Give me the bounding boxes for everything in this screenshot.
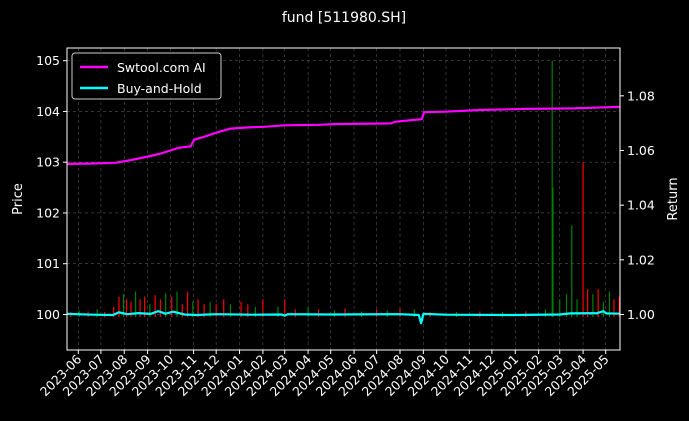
volume-bar bbox=[576, 299, 578, 318]
volume-bar bbox=[284, 299, 286, 318]
volume-bar bbox=[608, 291, 611, 318]
volume-bar bbox=[544, 309, 547, 318]
volume-bar bbox=[262, 299, 264, 318]
left-tick-label: 101 bbox=[36, 256, 60, 271]
series-line-bh bbox=[66, 310, 621, 325]
legend-label-ai: Swtool.com AI bbox=[117, 60, 206, 75]
volume-bar bbox=[318, 309, 320, 318]
series-lines bbox=[66, 105, 621, 325]
volume-bar bbox=[399, 308, 401, 318]
volume-bar bbox=[587, 289, 589, 318]
left-tick-label: 105 bbox=[36, 53, 60, 68]
volume-bar bbox=[229, 304, 232, 318]
volume-bar bbox=[602, 301, 605, 318]
volume-bar bbox=[582, 162, 584, 318]
volume-bar bbox=[197, 299, 199, 318]
right-tick-label: 1.02 bbox=[627, 252, 655, 267]
volume-bar bbox=[192, 301, 194, 318]
volume-bar bbox=[240, 301, 242, 318]
left-tick-label: 104 bbox=[36, 104, 60, 119]
volume-bar bbox=[307, 306, 309, 318]
left-tick-label: 102 bbox=[36, 205, 60, 220]
plot-frame bbox=[66, 47, 621, 351]
volume-bar bbox=[344, 308, 346, 318]
chart-title: fund [511980.SH] bbox=[282, 10, 406, 26]
right-tick-label: 1.04 bbox=[627, 198, 655, 213]
volume-bar bbox=[181, 304, 183, 318]
legend: Swtool.com AI Buy-and-Hold bbox=[71, 52, 222, 100]
volume-bar bbox=[113, 306, 115, 318]
volume-bar bbox=[96, 309, 98, 318]
volume-bar bbox=[144, 296, 146, 318]
volume-bar bbox=[122, 294, 125, 318]
volume-bar bbox=[597, 289, 599, 318]
volume-bar bbox=[277, 306, 279, 318]
series-line-ai bbox=[66, 105, 621, 165]
volume-bar bbox=[209, 301, 211, 318]
volume-bar bbox=[165, 293, 167, 318]
volume-bar bbox=[125, 299, 128, 318]
volume-bar bbox=[571, 225, 573, 318]
volume-bar bbox=[254, 306, 256, 318]
legend-label-bh: Buy-and-Hold bbox=[117, 81, 202, 96]
volume-bar bbox=[186, 291, 189, 318]
volume-bar bbox=[171, 296, 173, 318]
legend-box bbox=[71, 52, 222, 100]
volume-bar bbox=[247, 304, 249, 318]
right-axis: 1.00 1.02 1.04 1.06 1.08 bbox=[620, 88, 655, 322]
left-tick-label: 103 bbox=[36, 155, 60, 170]
volume-bar bbox=[154, 295, 156, 318]
volume-bar bbox=[118, 296, 120, 318]
volume-bar bbox=[149, 304, 151, 318]
volume-bar bbox=[551, 60, 553, 318]
right-tick-label: 1.06 bbox=[627, 143, 655, 158]
volume-bar bbox=[613, 299, 615, 318]
volume-bar bbox=[176, 291, 178, 318]
volume-bar bbox=[565, 294, 568, 318]
volume-bar bbox=[203, 304, 205, 318]
volume-bar bbox=[139, 299, 141, 318]
volume-bar bbox=[592, 294, 594, 318]
volume-bar bbox=[159, 299, 162, 318]
volume-bar bbox=[413, 309, 415, 318]
right-tick-label: 1.00 bbox=[627, 307, 655, 322]
volume-bar bbox=[134, 291, 137, 318]
y-axis-label-left: Price bbox=[11, 183, 26, 215]
volume-bar bbox=[618, 296, 620, 318]
volume-bar bbox=[215, 304, 217, 318]
left-axis: 100 101 102 103 104 105 bbox=[36, 53, 67, 322]
y-axis-label-right: Return bbox=[666, 177, 681, 220]
volume-bar bbox=[552, 187, 554, 318]
right-tick-label: 1.08 bbox=[627, 88, 655, 103]
left-tick-label: 100 bbox=[36, 307, 60, 322]
volume-bar bbox=[559, 299, 561, 318]
volume-bar bbox=[223, 299, 225, 318]
volume-bar bbox=[130, 301, 132, 318]
